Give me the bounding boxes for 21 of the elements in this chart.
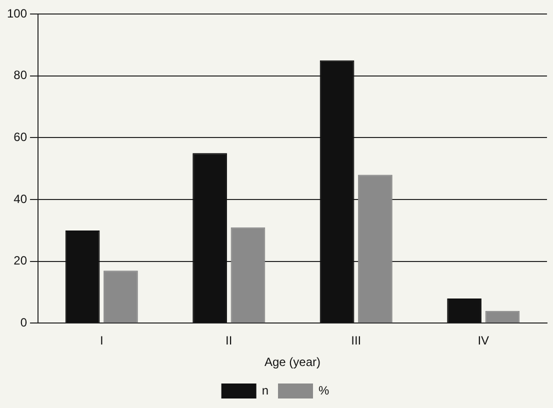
- bar: [358, 174, 392, 323]
- x-axis-title: Age (year): [264, 355, 321, 370]
- y-tick-label: 100: [6, 6, 28, 20]
- bar: [192, 153, 227, 323]
- legend-label: n: [262, 383, 269, 398]
- bar: [485, 310, 520, 323]
- bar: [65, 230, 100, 323]
- y-tick-label: 20: [14, 254, 28, 268]
- bar: [104, 270, 138, 323]
- bar: [230, 227, 266, 323]
- bar: [320, 60, 354, 323]
- legend-label: %: [318, 383, 330, 398]
- x-tick-label: II: [226, 334, 232, 348]
- y-tick-label: 0: [20, 316, 28, 330]
- bar: [447, 298, 482, 323]
- y-tick-label: 40: [14, 192, 28, 206]
- y-tick-label: 60: [14, 130, 28, 144]
- y-tick-label: 80: [14, 68, 28, 82]
- x-tick-label: IV: [478, 334, 490, 348]
- x-tick-label: III: [351, 334, 362, 348]
- x-tick-label: I: [100, 334, 104, 348]
